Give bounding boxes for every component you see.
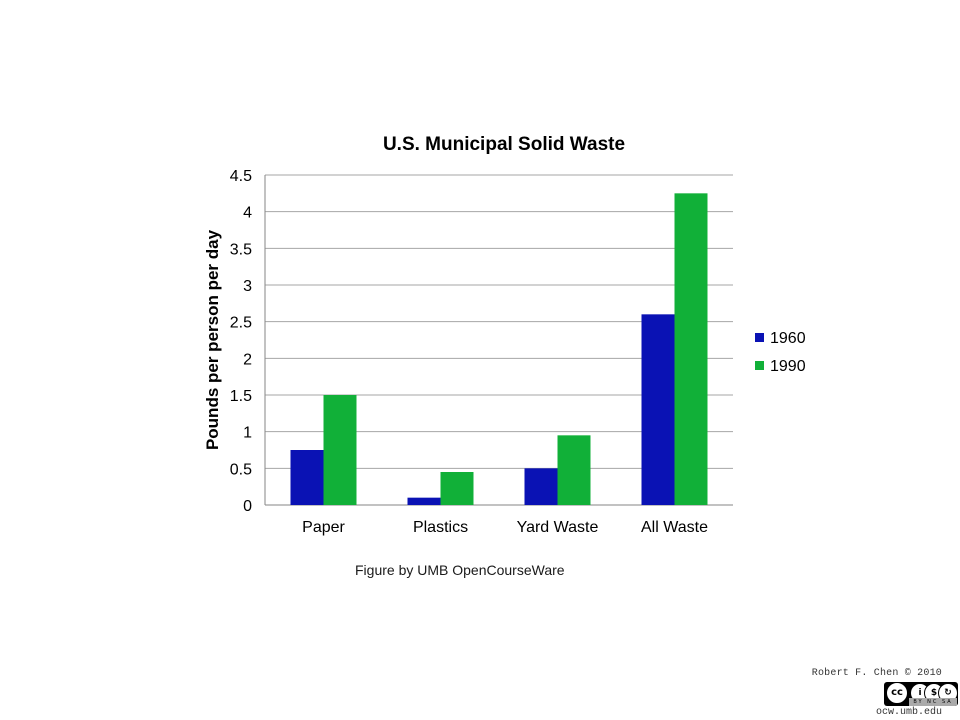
legend-swatch-1990 xyxy=(755,361,764,370)
cc-icon: cc xyxy=(886,682,908,704)
site-url: ocw.umb.edu xyxy=(875,707,942,718)
x-tick-label: Plastics xyxy=(413,519,468,536)
legend-label-1990: 1990 xyxy=(770,358,806,375)
bar-1960-yard-waste xyxy=(524,468,558,505)
bar-1960-plastics xyxy=(407,497,441,505)
y-tick-label: 3 xyxy=(243,278,252,295)
y-tick-label: 2.5 xyxy=(230,315,252,332)
legend-label-1960: 1960 xyxy=(770,330,806,347)
bar-1990-paper xyxy=(323,395,357,505)
x-tick-label: Paper xyxy=(302,519,345,536)
y-tick-label: 0 xyxy=(243,498,252,515)
y-tick-label: 2 xyxy=(243,351,252,368)
copyright-credit: Robert F. Chen © 2010 xyxy=(811,668,942,679)
x-tick-labels: Paper Plastics Yard Waste All Waste xyxy=(302,519,708,536)
legend: 1960 1990 xyxy=(755,330,806,375)
figure-caption: Figure by UMB OpenCourseWare xyxy=(355,562,565,578)
legend-swatch-1960 xyxy=(755,333,764,342)
y-tick-label: 4 xyxy=(243,205,252,222)
bar-1990-yard-waste xyxy=(557,435,591,505)
y-tick-label: 4.5 xyxy=(230,168,252,185)
bar-1960-paper xyxy=(290,450,324,505)
y-tick-label: 1.5 xyxy=(230,388,252,405)
bars xyxy=(290,193,708,506)
y-tick-label: 0.5 xyxy=(230,461,252,478)
x-tick-label: Yard Waste xyxy=(517,519,599,536)
bar-1990-all-waste xyxy=(674,193,708,506)
bar-1990-plastics xyxy=(440,472,474,505)
y-axis-label: Pounds per person per day xyxy=(203,229,222,450)
x-tick-label: All Waste xyxy=(641,519,708,536)
y-tick-label: 3.5 xyxy=(230,241,252,258)
y-tick-label: 1 xyxy=(243,425,252,442)
license-label: BY NC SA xyxy=(909,698,957,706)
y-tick-labels: 0 0.5 1 1.5 2 2.5 3 3.5 4 4.5 xyxy=(230,168,252,515)
creative-commons-badge: cc i $ ↻ BY NC SA xyxy=(884,682,958,706)
chart-title: U.S. Municipal Solid Waste xyxy=(383,134,625,155)
bar-1960-all-waste xyxy=(641,314,675,505)
